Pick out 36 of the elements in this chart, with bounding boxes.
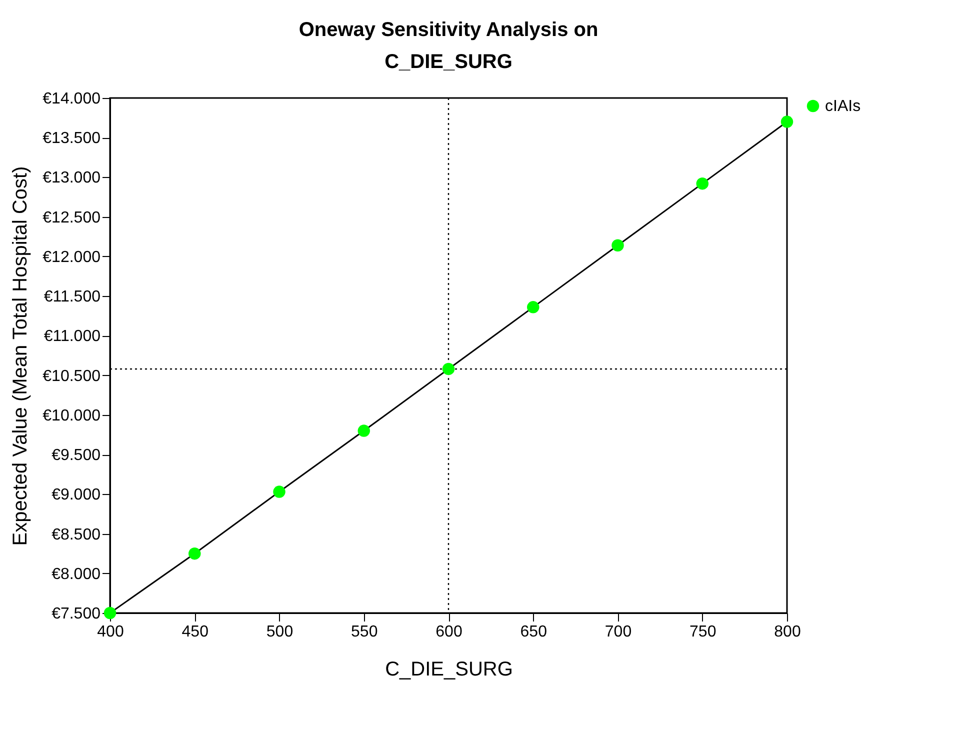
y-tick-label: €12.500 <box>42 209 101 226</box>
y-tick-label: €9.000 <box>52 486 101 504</box>
x-tick-label: 700 <box>604 624 632 640</box>
x-tick-label: 550 <box>351 624 378 640</box>
y-tick-label: €8.500 <box>52 526 101 544</box>
point <box>273 486 286 498</box>
point <box>188 547 201 560</box>
legend-label: cIAIs <box>825 98 861 115</box>
x-tick-label: 600 <box>436 624 462 640</box>
y-tick-label: €11.500 <box>44 288 101 306</box>
y-tick-label: €10.500 <box>42 368 101 385</box>
x-tick-label: 750 <box>690 624 716 640</box>
point <box>612 239 624 252</box>
y-tick-label: €12.000 <box>42 248 101 266</box>
x-axis-title: C_DIE_SURG <box>385 658 513 680</box>
y-tick-label: €11.000 <box>44 328 101 346</box>
text: Oneway Sensitivity Analysis on <box>298 19 598 41</box>
text: C_DIE_SURG <box>384 51 512 73</box>
x-tick-label: 400 <box>97 624 124 640</box>
x-tick-label: 450 <box>182 624 209 640</box>
y-tick-label: €13.500 <box>42 130 101 148</box>
x-tick-label: 800 <box>774 624 801 640</box>
y-tick-label: €9.500 <box>52 447 101 464</box>
point <box>442 362 455 376</box>
y-axis-title: Expected Value (Mean Total Hospital Cost) <box>10 166 32 546</box>
point <box>527 301 540 314</box>
y-tick-label: €7.500 <box>52 606 101 622</box>
y-tick-label: €13.000 <box>42 170 101 187</box>
y-tick-label: €8.000 <box>52 566 101 583</box>
x-tick-label: 650 <box>520 624 548 640</box>
point <box>696 177 708 190</box>
x-tick-label: 500 <box>266 624 294 640</box>
point <box>780 116 794 128</box>
point <box>358 424 370 437</box>
y-tick-label: €10.000 <box>42 407 101 424</box>
y-tick-label: €14.000 <box>42 90 101 108</box>
